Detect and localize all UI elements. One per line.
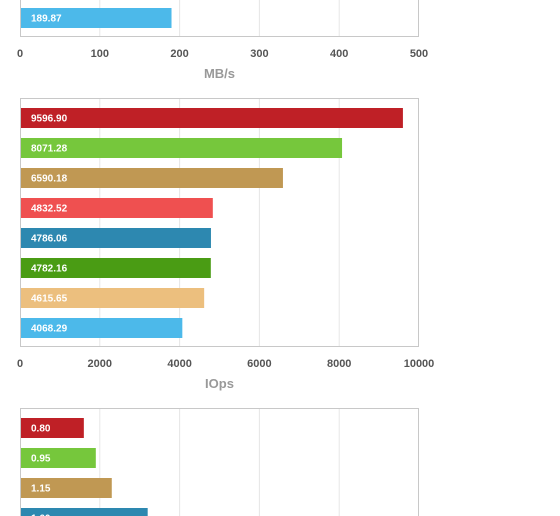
bar-value-label: 1.60 xyxy=(31,514,51,516)
bar xyxy=(21,418,84,438)
bar xyxy=(21,228,211,248)
x-tick-label: 10000 xyxy=(404,358,435,370)
bar-value-label: 4615.65 xyxy=(31,294,68,305)
x-tick-label: 4000 xyxy=(167,358,191,370)
bar-value-label: 0.95 xyxy=(31,454,51,465)
bar xyxy=(21,508,148,516)
plot-frame xyxy=(20,0,419,37)
bar-value-label: 9596.90 xyxy=(31,114,68,125)
plot-area xyxy=(20,98,419,347)
bar-value-label: 4782.16 xyxy=(31,264,68,275)
x-tick-label: 6000 xyxy=(247,358,271,370)
x-tick-label: 0 xyxy=(17,48,23,60)
bar xyxy=(21,478,112,498)
x-tick-label: 400 xyxy=(330,48,348,60)
bar xyxy=(21,198,213,218)
bar-value-label: 0.80 xyxy=(31,424,51,435)
bar-value-label: 8071.28 xyxy=(31,144,68,155)
x-tick-label: 500 xyxy=(410,48,428,60)
x-tick-label: 200 xyxy=(170,48,188,60)
x-tick-label: 300 xyxy=(250,48,268,60)
bar xyxy=(21,168,283,188)
x-axis-title: MB/s xyxy=(204,66,235,81)
bar-value-label: 6590.18 xyxy=(31,174,68,185)
x-axis-title: IOps xyxy=(205,376,234,391)
bar xyxy=(21,8,172,28)
bar xyxy=(21,138,343,158)
x-tick-label: 2000 xyxy=(88,358,112,370)
x-tick-label: 0 xyxy=(17,358,23,370)
x-tick-label: 8000 xyxy=(327,358,351,370)
bar-value-label: 4068.29 xyxy=(31,324,68,335)
bar xyxy=(21,108,403,128)
bar xyxy=(21,448,96,468)
plot-frame xyxy=(20,408,419,516)
bar xyxy=(21,288,205,308)
plot-frame xyxy=(20,98,419,347)
bar-value-label: 4786.06 xyxy=(31,234,68,245)
bar xyxy=(21,318,183,338)
bar-value-label: 189.87 xyxy=(31,14,62,25)
bar xyxy=(21,258,211,278)
x-tick-label: 100 xyxy=(91,48,109,60)
bar-value-label: 4832.52 xyxy=(31,204,68,215)
bar-value-label: 1.15 xyxy=(31,484,51,495)
